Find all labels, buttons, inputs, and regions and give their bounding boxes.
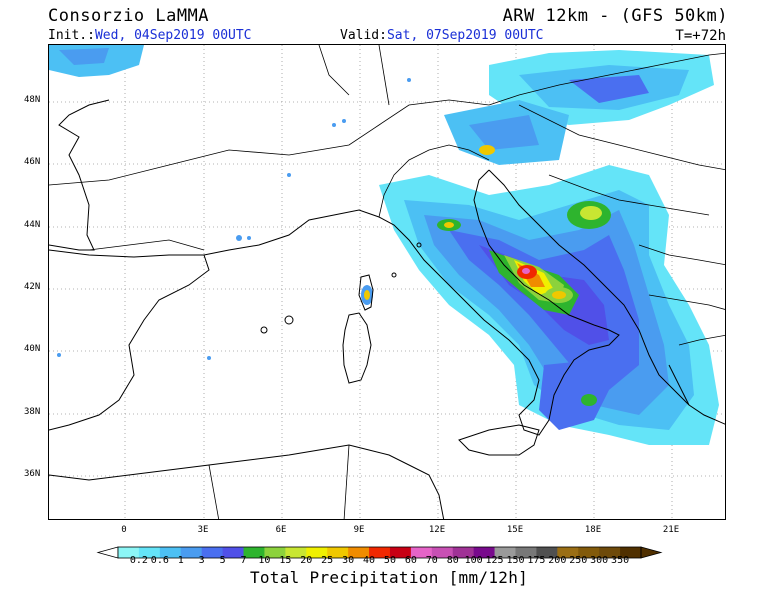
init-value: Wed, 04Sep2019 00UTC bbox=[94, 28, 252, 43]
colorbar-label: 0.2 bbox=[129, 555, 148, 566]
colorbar-bin bbox=[557, 547, 579, 558]
colorbar-bin bbox=[264, 547, 286, 558]
colorbar-label: 350 bbox=[611, 555, 630, 566]
colorbar-label: 10 bbox=[258, 555, 271, 566]
model-title: ARW 12km - (GFS 50km) bbox=[502, 6, 728, 26]
colorbar-label: 60 bbox=[404, 555, 417, 566]
colorbar-bin bbox=[515, 547, 537, 558]
colorbar-bin bbox=[473, 547, 496, 558]
colorbar-label: 50 bbox=[383, 555, 396, 566]
precipitation-map bbox=[48, 44, 726, 520]
colorbar-bin bbox=[201, 547, 224, 558]
init-time: Init.:Wed, 04Sep2019 00UTC bbox=[48, 28, 252, 43]
colorbar-title: Total Precipitation [mm/12h] bbox=[249, 568, 529, 587]
colorbar-label: 300 bbox=[590, 555, 609, 566]
colorbar-frame bbox=[117, 546, 642, 559]
precipitation-field bbox=[49, 45, 719, 445]
colorbar-label: 3 bbox=[198, 555, 205, 566]
lat-label: 36N bbox=[24, 469, 41, 479]
colorbar-bin bbox=[285, 547, 307, 558]
colorbar-label: 0.6 bbox=[150, 555, 169, 566]
lat-label: 40N bbox=[24, 344, 41, 354]
colorbar-bin bbox=[389, 547, 412, 558]
colorbar-label: 175 bbox=[527, 555, 546, 566]
lon-label: 3E bbox=[197, 525, 209, 535]
lon-label: 15E bbox=[506, 525, 524, 535]
colorbar-labels: 0.2 0.6 1 3 5 7 10 15 20 25 30 40 50 60 70 80 100 125 150 1… bbox=[0, 555, 778, 567]
colorbar bbox=[96, 546, 663, 559]
colorbar-label: 80 bbox=[446, 555, 459, 566]
colorbar-label: 25 bbox=[321, 555, 334, 566]
colorbar-label: 1 bbox=[177, 555, 184, 566]
colorbar-label: 150 bbox=[506, 555, 525, 566]
colorbar-bin bbox=[118, 547, 140, 558]
colorbar-bin bbox=[180, 547, 203, 558]
colorbar-label: 30 bbox=[342, 555, 355, 566]
colorbar-label: 125 bbox=[485, 555, 504, 566]
colorbar-bin bbox=[138, 547, 161, 558]
lon-label: 21E bbox=[662, 525, 680, 535]
colorbar-label: 20 bbox=[300, 555, 313, 566]
colorbar-bin bbox=[410, 547, 433, 558]
colorbar-label: 15 bbox=[279, 555, 292, 566]
colorbar-bin bbox=[159, 547, 182, 558]
colorbar-label: 7 bbox=[240, 555, 247, 566]
valid-time: Valid:Sat, 07Sep2019 00UTC bbox=[340, 28, 544, 43]
colorbar-bin bbox=[348, 547, 370, 558]
colorbar-label: 200 bbox=[548, 555, 567, 566]
country-borders bbox=[49, 45, 725, 519]
colorbar-bin bbox=[369, 547, 391, 558]
lat-label: 48N bbox=[24, 95, 41, 105]
colorbar-bin bbox=[222, 547, 245, 558]
lat-label: 46N bbox=[24, 157, 41, 167]
colorbar-bin bbox=[243, 547, 265, 558]
map-canvas bbox=[49, 45, 725, 519]
colorbar-label: 40 bbox=[363, 555, 376, 566]
colorbar-bin bbox=[306, 547, 328, 558]
colorbar-label: 5 bbox=[219, 555, 226, 566]
colorbar-bin bbox=[536, 547, 558, 558]
lon-label: 18E bbox=[584, 525, 602, 535]
lat-label: 42N bbox=[24, 282, 41, 292]
forecast-step: T=+72h bbox=[675, 28, 726, 44]
colorbar-bin bbox=[599, 547, 621, 558]
colorbar-bin bbox=[431, 547, 454, 558]
lat-label: 38N bbox=[24, 407, 41, 417]
organization-title: Consorzio LaMMA bbox=[48, 6, 210, 26]
init-label: Init.: bbox=[48, 28, 95, 43]
colorbar-bin bbox=[578, 547, 600, 558]
colorbar-label: 250 bbox=[569, 555, 588, 566]
lon-label: 6E bbox=[275, 525, 287, 535]
colorbar-bin bbox=[494, 547, 516, 558]
colorbar-bin bbox=[327, 547, 349, 558]
colorbar-bin bbox=[452, 547, 475, 558]
colorbar-label: 100 bbox=[464, 555, 483, 566]
valid-value: Sat, 07Sep2019 00UTC bbox=[386, 28, 544, 43]
valid-label: Valid: bbox=[340, 28, 387, 43]
lat-label: 44N bbox=[24, 220, 41, 230]
colorbar-bin bbox=[620, 547, 642, 558]
lon-label: 0 bbox=[121, 525, 127, 535]
lon-label: 12E bbox=[428, 525, 446, 535]
lon-label: 9E bbox=[353, 525, 365, 535]
colorbar-label: 70 bbox=[425, 555, 438, 566]
